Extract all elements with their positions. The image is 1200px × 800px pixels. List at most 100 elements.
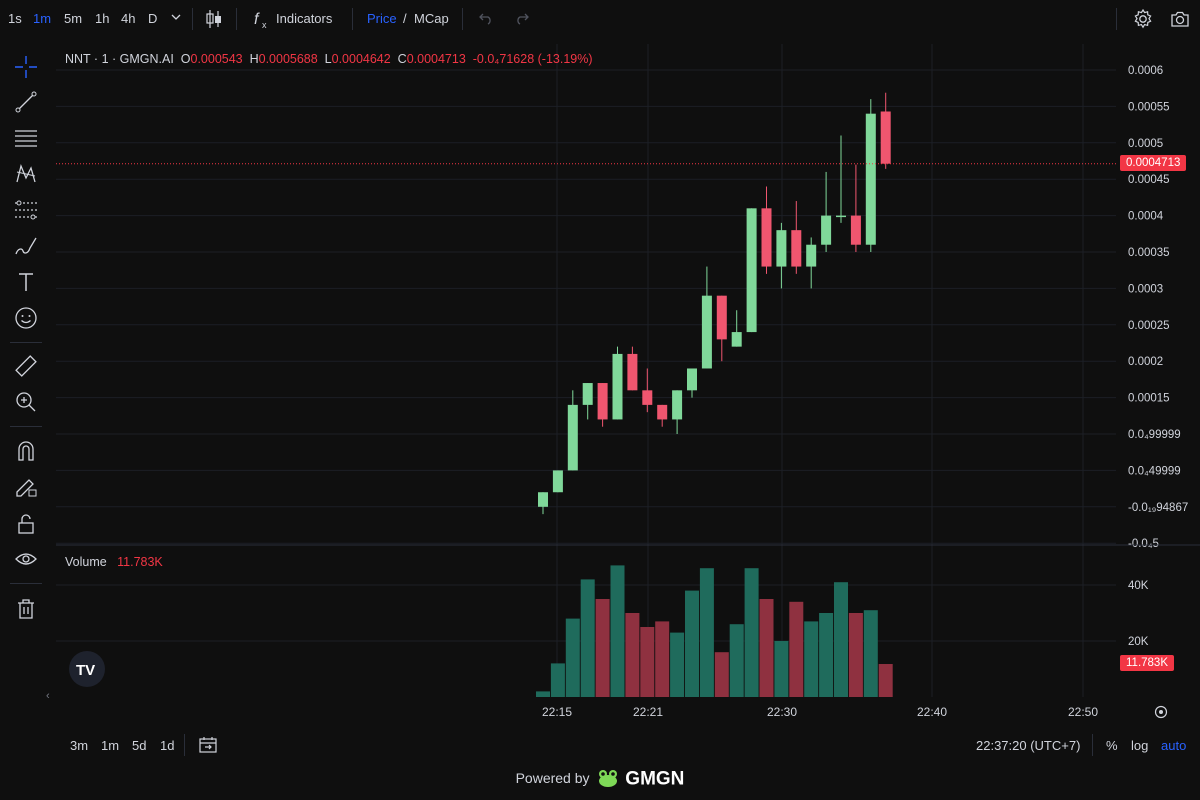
crosshair-icon[interactable]	[12, 53, 40, 81]
brush-icon[interactable]	[12, 232, 40, 260]
chevron-down-icon[interactable]	[170, 11, 182, 26]
candle-body	[880, 111, 891, 164]
x-axis: 22:15 22:21 22:30 22:40 22:50	[542, 705, 1098, 719]
svg-text:f: f	[254, 11, 260, 28]
brand-name: GMGN	[625, 768, 685, 790]
volume-bar	[774, 641, 789, 697]
x-tick-label: 22:40	[917, 705, 947, 719]
candle-body	[657, 404, 668, 420]
volume-bar	[714, 652, 729, 697]
log-toggle[interactable]: log	[1131, 738, 1149, 753]
price-toggle[interactable]: Price	[367, 11, 397, 26]
volume-legend: Volume 11.783K	[65, 555, 163, 569]
magnet-icon[interactable]	[12, 437, 40, 465]
trend-line-icon[interactable]	[12, 88, 40, 116]
range-3m[interactable]: 3m	[70, 738, 89, 753]
x-tick-label: 22:50	[1068, 705, 1098, 719]
timeframe-4h[interactable]: 4h	[121, 11, 136, 26]
fib-icon[interactable]	[12, 196, 40, 224]
legend-o-label: O	[180, 52, 191, 66]
candle-body	[642, 390, 653, 405]
volume-bar	[834, 582, 848, 697]
timeframe-d[interactable]: D	[148, 11, 158, 26]
y-tick-label: 0.0₄49999	[1128, 465, 1181, 477]
text-icon[interactable]	[12, 268, 40, 296]
legend-close: 0.0004713	[406, 52, 466, 66]
collapse-arrow-icon[interactable]: ‹	[46, 690, 50, 702]
volume-value: 11.783K	[117, 555, 163, 569]
indicators-button[interactable]: Indicators	[276, 11, 333, 26]
x-tick-label: 22:21	[633, 705, 663, 719]
chart-legend: NNT · 1 · GMGN.AI O0.000543 H0.0005688 L…	[65, 52, 593, 66]
tradingview-logo[interactable]: TV	[69, 651, 105, 687]
candle-body	[821, 215, 832, 245]
powered-by-label: Powered by	[515, 770, 590, 787]
eye-icon[interactable]	[12, 545, 40, 573]
last-volume-tag: 11.783K	[1120, 655, 1174, 671]
lock-drawing-icon[interactable]	[12, 473, 40, 501]
clock-time[interactable]: 22:37:20 (UTC+7)	[976, 738, 1081, 753]
candle-body	[716, 295, 727, 340]
trash-icon[interactable]	[12, 595, 40, 623]
camera-icon[interactable]	[1169, 8, 1191, 33]
candle-body	[791, 230, 802, 267]
volume-bar	[670, 632, 685, 697]
vol-tick-label: 20K	[1128, 636, 1149, 648]
timeframe-1s[interactable]: 1s	[8, 11, 22, 26]
drawing-toolbar: ‹	[0, 44, 52, 734]
candle-body	[776, 230, 787, 267]
candle-body	[865, 113, 876, 245]
y-tick-label: 0.00055	[1128, 101, 1170, 113]
y-tick-label: 0.00015	[1128, 393, 1170, 405]
timeframe-5m[interactable]: 5m	[64, 11, 83, 26]
powered-by: Powered by GMGN	[0, 768, 1200, 791]
range-1m[interactable]: 1m	[101, 738, 120, 753]
settings-icon[interactable]	[1132, 8, 1154, 33]
timeframe-1m[interactable]: 1m	[33, 11, 52, 26]
vol-tick-label: 40K	[1128, 580, 1149, 592]
y-tick-label: 0.0004	[1128, 211, 1164, 223]
chart-canvas[interactable]: 0.0006 0.00055 0.0005 0.00045 0.0004 0.00035 0…	[0, 0, 1200, 730]
candle-body	[567, 404, 578, 471]
volume-bar	[655, 621, 670, 697]
volume-bar	[819, 613, 834, 697]
volume-bar	[610, 565, 625, 697]
y-tick-label: 0.0006	[1128, 65, 1163, 77]
volume-label[interactable]: Volume	[65, 555, 107, 569]
horizontal-lines-icon[interactable]	[12, 124, 40, 152]
axis-settings-icon[interactable]	[1154, 705, 1168, 719]
range-5d[interactable]: 5d	[132, 738, 147, 753]
emoji-icon[interactable]	[12, 304, 40, 332]
legend-h-label: H	[249, 52, 259, 66]
svg-text:TV: TV	[76, 662, 95, 679]
legend-symbol[interactable]: NNT · 1 · GMGN.AI	[65, 52, 174, 66]
timeframe-1h[interactable]: 1h	[95, 11, 110, 26]
auto-toggle[interactable]: auto	[1161, 738, 1187, 753]
volume-bars	[536, 565, 893, 697]
redo-icon[interactable]	[514, 11, 530, 28]
volume-bar	[595, 599, 610, 697]
frog-logo-icon	[597, 768, 619, 791]
ruler-icon[interactable]	[12, 352, 40, 380]
y-tick-label: 0.0003	[1128, 283, 1163, 295]
volume-bar	[565, 618, 580, 697]
volume-bar	[536, 691, 550, 697]
range-1d[interactable]: 1d	[160, 738, 175, 753]
undo-icon[interactable]	[478, 11, 494, 28]
lock-icon[interactable]	[12, 510, 40, 538]
percent-toggle[interactable]: %	[1106, 738, 1118, 753]
candle-body	[836, 215, 846, 218]
zoom-in-icon[interactable]	[12, 388, 40, 416]
volume-bar	[744, 568, 759, 697]
candle-body	[552, 470, 563, 493]
y-tick-label: 0.0002	[1128, 356, 1163, 368]
candle-body	[746, 208, 757, 333]
volume-bar	[685, 590, 699, 697]
y-tick-label: 0.0005	[1128, 138, 1163, 150]
date-range-icon[interactable]	[198, 735, 218, 758]
y-tick-label: -0.0₄5	[1128, 538, 1159, 550]
mcap-toggle[interactable]: MCap	[414, 11, 449, 26]
candles-icon[interactable]	[204, 8, 224, 33]
pattern-icon[interactable]	[12, 160, 40, 188]
